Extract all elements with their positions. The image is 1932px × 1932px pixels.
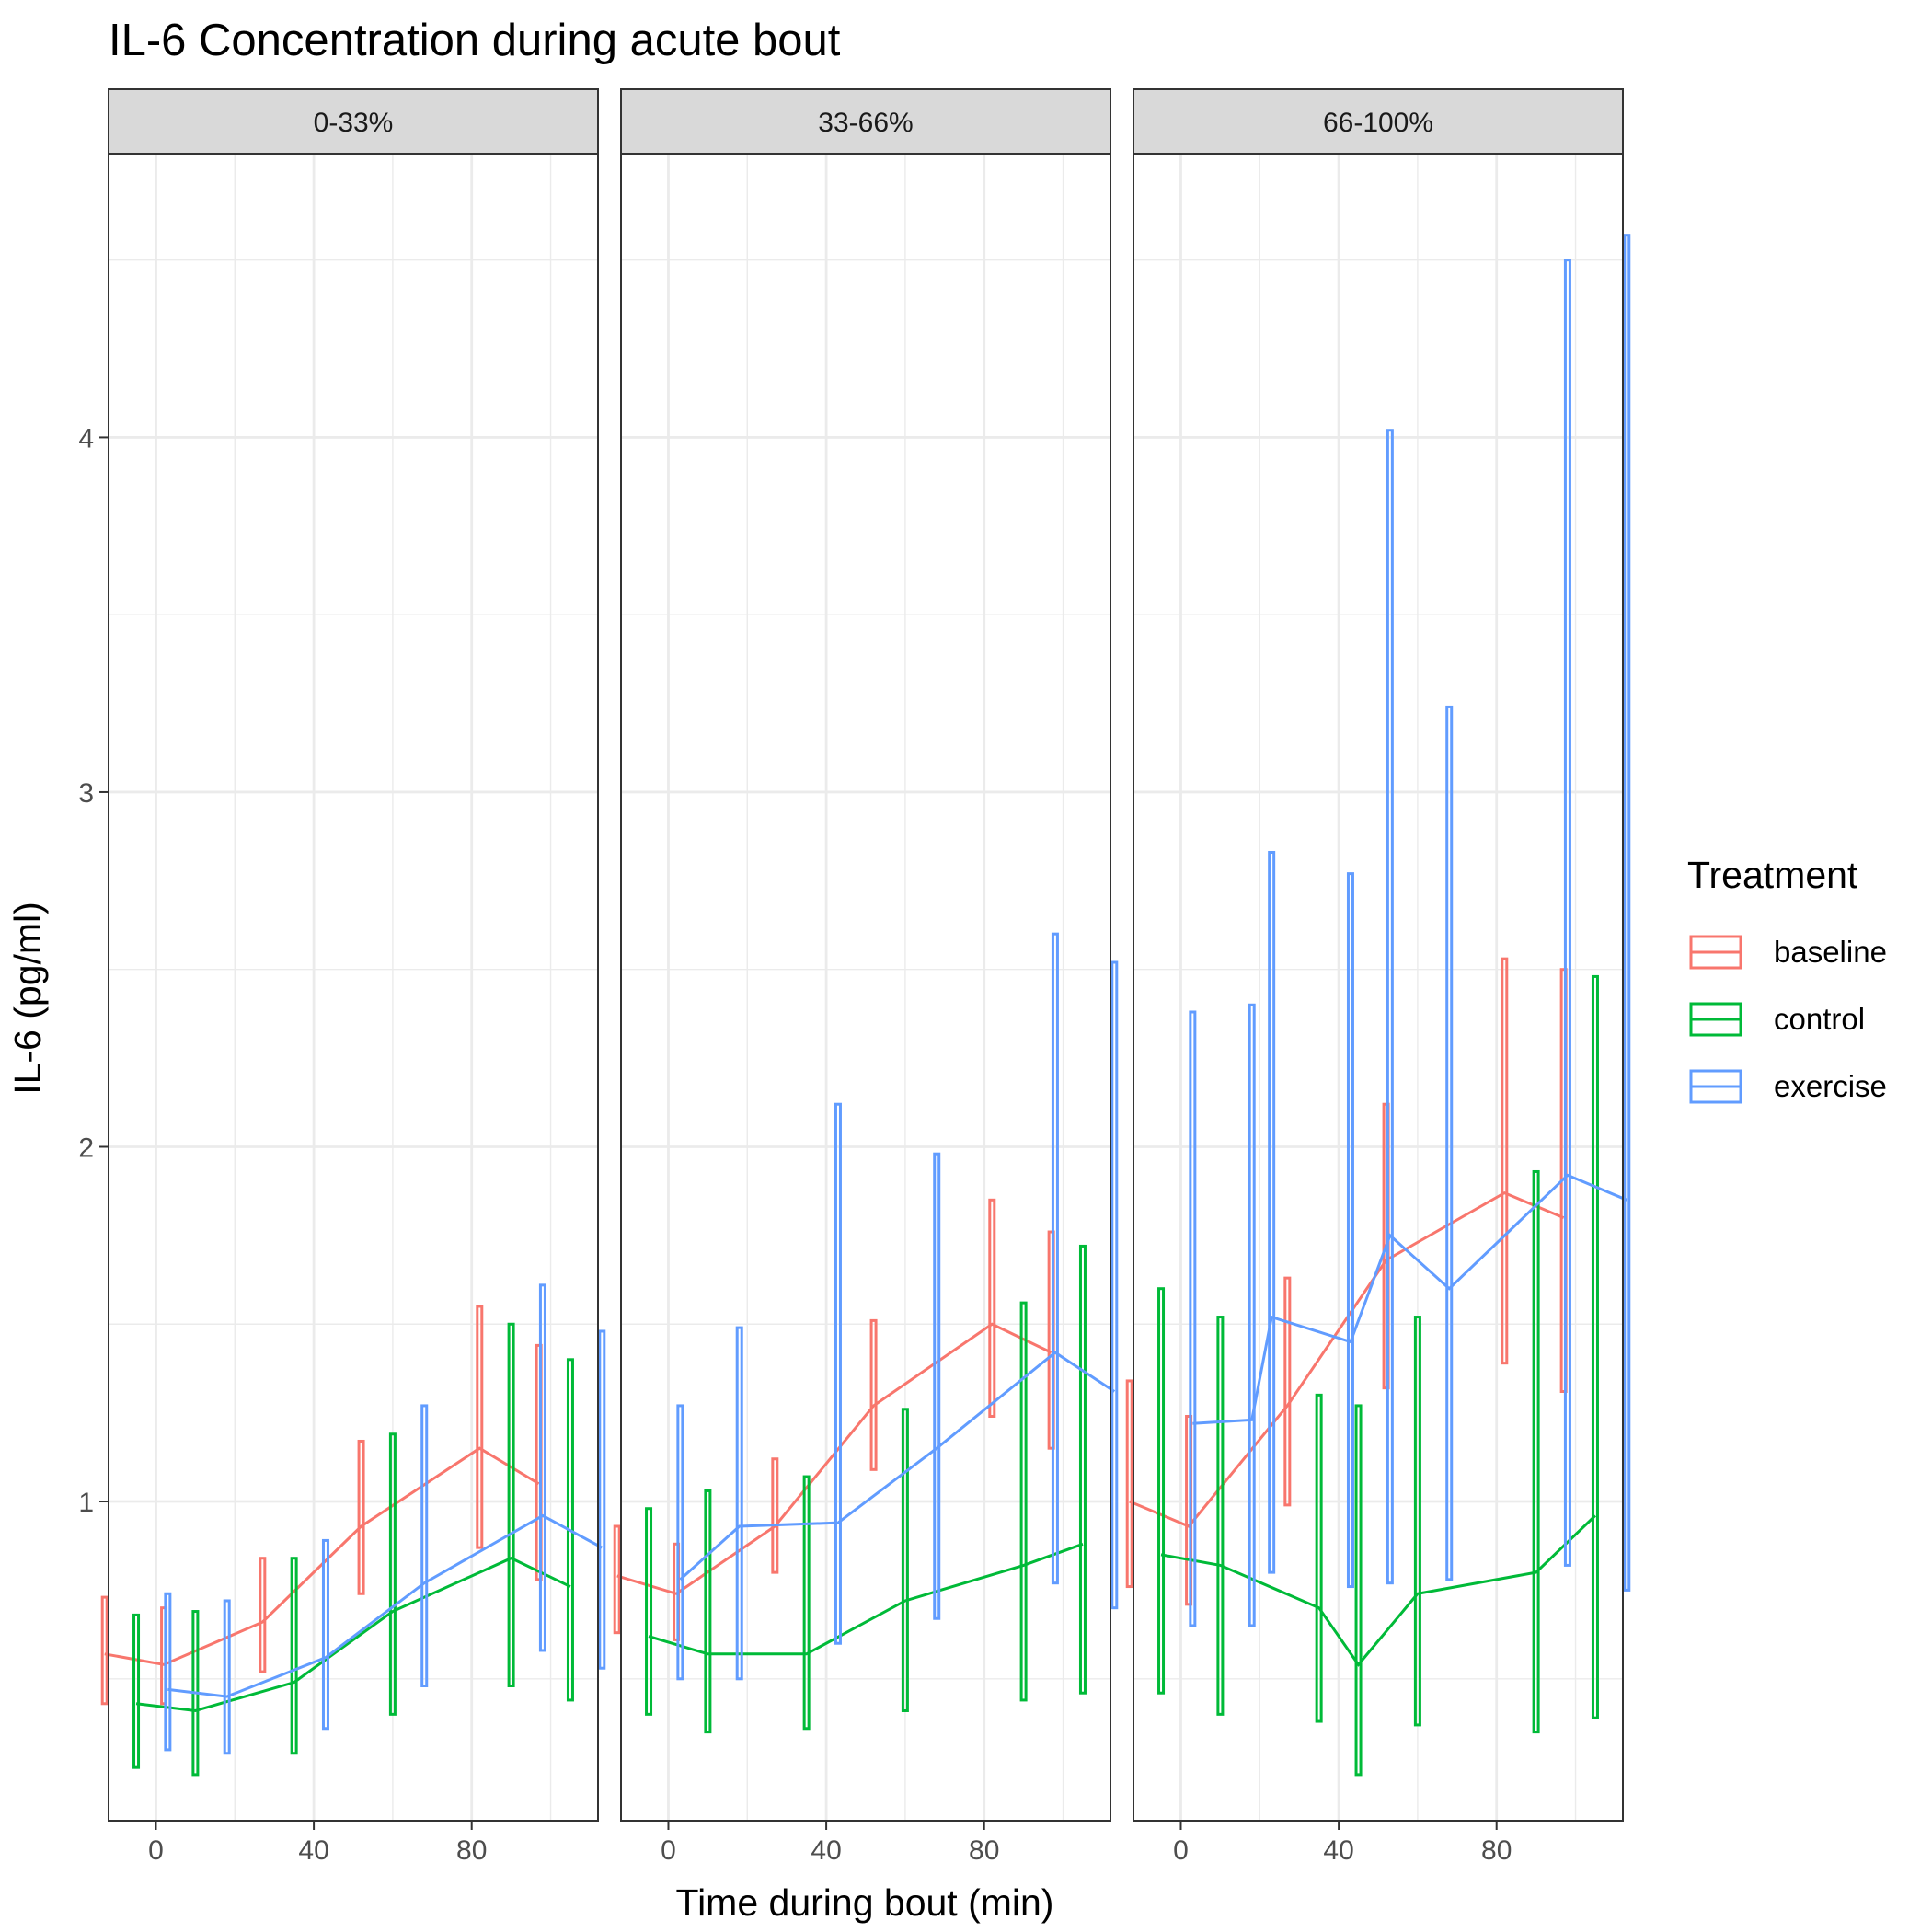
error-bar-control	[1019, 1301, 1028, 1702]
series-line-baseline	[1129, 1190, 1565, 1528]
panel-0-33%: 0-33% 0 40 80 1 2 3 4	[78, 88, 606, 1866]
error-bar-control	[1532, 1169, 1540, 1734]
error-bar-baseline	[100, 1595, 109, 1706]
error-bar-baseline	[613, 1524, 621, 1635]
error-bar-exercise	[1248, 1003, 1256, 1627]
error-bar-control	[1591, 974, 1599, 1719]
error-bar-control	[1078, 1244, 1087, 1695]
error-bar-exercise	[223, 1599, 231, 1755]
legend-title: Treatment	[1687, 854, 1858, 896]
x-tick-label: 80	[1481, 1835, 1512, 1866]
error-bar-exercise	[1386, 429, 1394, 1585]
error-bar-exercise	[1110, 960, 1119, 1610]
error-bar-control	[1157, 1287, 1166, 1695]
x-tick-label: 80	[969, 1835, 999, 1866]
chart-title: IL-6 Concentration during acute bout	[109, 16, 841, 65]
error-bar-baseline	[771, 1457, 779, 1574]
y-tick-label: 2	[78, 1133, 94, 1163]
series-line-baseline	[104, 1446, 540, 1666]
x-tick-label: 80	[456, 1835, 487, 1866]
x-tick-label: 40	[811, 1835, 841, 1866]
error-bar-exercise	[164, 1592, 172, 1752]
series-line-exercise	[679, 1351, 1116, 1581]
error-bar-exercise	[735, 1326, 743, 1681]
error-bar-baseline	[869, 1318, 878, 1471]
error-bar-baseline	[1501, 957, 1509, 1365]
error-bar-exercise	[933, 1152, 941, 1620]
series-line-baseline	[616, 1322, 1052, 1595]
error-bar-exercise	[1189, 1010, 1197, 1627]
y-tick-label: 4	[78, 423, 94, 454]
series-line-control	[135, 1557, 571, 1713]
panel-strip	[1133, 88, 1624, 155]
x-axis-title: Time during bout (min)	[676, 1881, 1054, 1924]
legend-label-exercise: exercise	[1774, 1069, 1887, 1103]
x-tick-label: 0	[1173, 1835, 1189, 1866]
series-line-exercise	[167, 1513, 604, 1698]
x-tick-label: 40	[1323, 1835, 1353, 1866]
panels-layer: 0-33% 0 40 80 1 2 3 4 33-66% 0 40 80 66-100% 0 40 80	[78, 88, 1631, 1866]
legend-item-control: control	[1689, 1002, 1865, 1037]
panel-strip-label: 0-33%	[314, 108, 394, 138]
error-bar-exercise	[1051, 932, 1059, 1585]
error-bar-control	[388, 1432, 397, 1716]
error-bar-baseline	[988, 1198, 996, 1418]
series-line-control	[1160, 1514, 1597, 1667]
error-bar-control	[1315, 1393, 1323, 1723]
error-bar-baseline	[259, 1557, 267, 1673]
error-bar-exercise	[321, 1538, 329, 1731]
panel-border	[620, 153, 1111, 1822]
panel-33-66%: 33-66% 0 40 80	[613, 88, 1119, 1866]
error-bar-control	[1216, 1316, 1225, 1716]
x-tick-label: 0	[661, 1835, 676, 1866]
error-bar-control	[645, 1507, 653, 1716]
legend: Treatment baseline control exercise	[1687, 854, 1887, 1104]
panel-strip-label: 66-100%	[1323, 108, 1433, 138]
error-bar-exercise	[420, 1404, 429, 1687]
panel-border	[1133, 153, 1624, 1822]
panel-66-100%: 66-100% 0 40 80	[1125, 88, 1631, 1866]
error-bar-control	[507, 1322, 515, 1687]
error-bar-control	[1413, 1316, 1421, 1727]
panel-strip	[620, 88, 1111, 155]
error-bar-exercise	[834, 1102, 842, 1645]
panel-strip-label: 33-66%	[818, 108, 913, 138]
error-bar-exercise	[1563, 259, 1571, 1567]
y-tick-label: 3	[78, 778, 94, 809]
error-bar-baseline	[476, 1305, 484, 1549]
error-bar-control	[132, 1613, 141, 1769]
error-bar-exercise	[598, 1329, 606, 1670]
legend-label-control: control	[1774, 1002, 1865, 1036]
y-axis-title: IL-6 (pg/ml)	[6, 902, 49, 1095]
error-bar-baseline	[357, 1439, 365, 1595]
panel-strip	[108, 88, 599, 155]
error-bar-baseline	[1125, 1379, 1133, 1589]
x-tick-label: 40	[298, 1835, 328, 1866]
legend-item-exercise: exercise	[1689, 1069, 1887, 1104]
legend-label-baseline: baseline	[1774, 935, 1887, 969]
error-bar-baseline	[1283, 1276, 1292, 1507]
error-bar-control	[704, 1489, 712, 1734]
x-tick-label: 0	[148, 1835, 164, 1866]
error-bar-exercise	[1346, 872, 1354, 1589]
error-bar-control	[802, 1475, 811, 1731]
error-bar-exercise	[538, 1283, 546, 1652]
error-bar-exercise	[676, 1404, 684, 1681]
error-bar-control	[290, 1557, 298, 1755]
panel-border	[108, 153, 599, 1822]
error-bar-control	[901, 1408, 909, 1712]
error-bar-exercise	[1268, 850, 1276, 1574]
legend-item-baseline: baseline	[1689, 935, 1887, 970]
series-line-control	[648, 1542, 1084, 1656]
error-bar-exercise	[1623, 234, 1631, 1592]
y-tick-label: 1	[78, 1488, 94, 1518]
error-bar-control	[1354, 1404, 1363, 1777]
error-bar-exercise	[1445, 705, 1454, 1581]
